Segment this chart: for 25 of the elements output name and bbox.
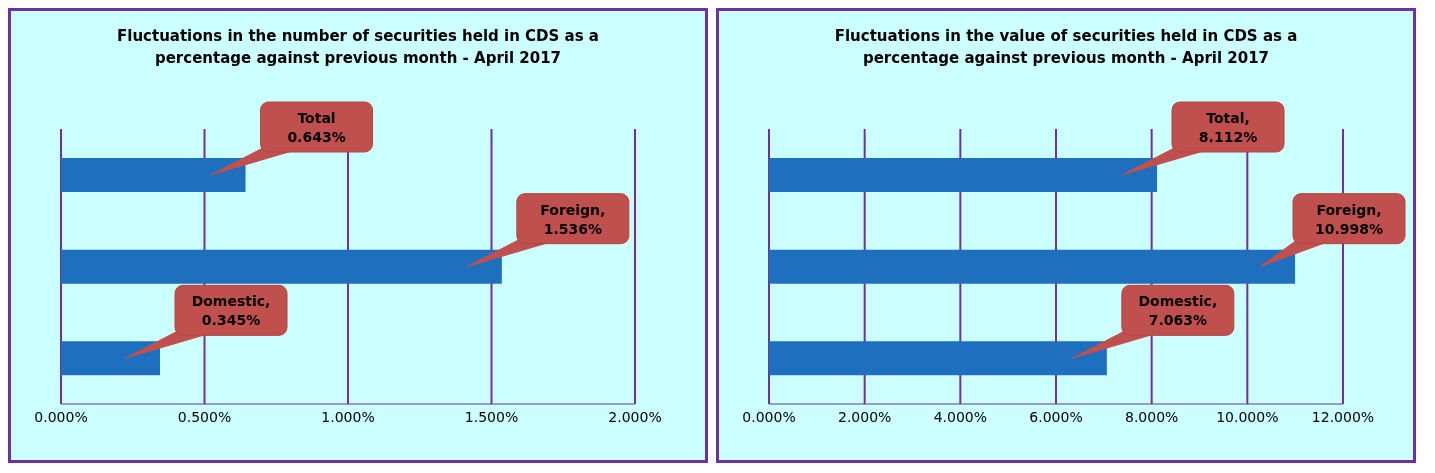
- x-tick-label: 2.000%: [608, 408, 662, 425]
- x-tick-label: 0.000%: [742, 408, 796, 425]
- data-label: Foreign, 1.536%: [540, 201, 606, 237]
- data-label: Foreign, 10.998%: [1314, 201, 1384, 237]
- chart-title: Fluctuations in the number of securities held in CDS as a percentage against previous month - April 2017: [116, 26, 600, 69]
- callout-bubble: Domestic, 7.063%: [1071, 284, 1235, 359]
- data-label: Domestic, 7.063%: [1138, 293, 1218, 329]
- x-tick-label: 2.000%: [837, 408, 892, 425]
- chart-title: Fluctuations in the value of securities held in CDS as a percentage against previous month - April 2017: [833, 26, 1299, 69]
- callout-bubble: Foreign, 1.536%: [466, 193, 630, 268]
- x-tick-label: 6.000%: [1029, 408, 1083, 425]
- callout-bubble: Total 0.643%: [210, 101, 374, 176]
- callout-bubble: Domestic, 0.345%: [124, 284, 288, 359]
- x-tick-label: 12.000%: [1311, 408, 1375, 425]
- x-tick-label: 0.500%: [177, 408, 232, 425]
- x-tick-label: 1.000%: [321, 408, 375, 425]
- x-tick-label: 4.000%: [933, 408, 988, 425]
- data-label: Total, 8.112%: [1198, 110, 1258, 145]
- x-tick-label: 1.500%: [464, 408, 519, 425]
- x-tick-label: 8.000%: [1124, 408, 1179, 425]
- data-label: Total 0.643%: [287, 110, 346, 145]
- callout-bubble: Total, 8.112%: [1121, 101, 1285, 176]
- x-tick-label: 0.000%: [34, 408, 88, 425]
- x-tick-label: 10.000%: [1216, 408, 1279, 425]
- data-label: Domestic, 0.345%: [191, 293, 271, 329]
